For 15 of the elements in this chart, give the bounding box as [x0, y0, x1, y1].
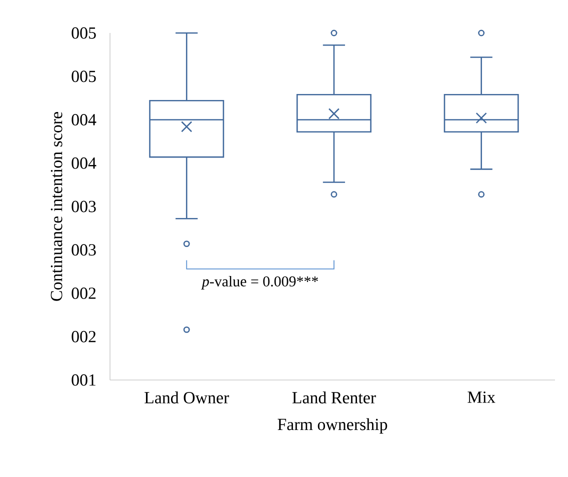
y-tick-label: 001 [72, 374, 96, 386]
y-tick-label: 003 [72, 244, 96, 256]
y-tick-label: 005 [72, 70, 96, 82]
y-tick-label: 004 [72, 157, 96, 169]
y-tick-label: 003 [72, 200, 96, 212]
y-tick-label: 002 [72, 330, 96, 342]
x-tick-label: Land Owner [144, 392, 230, 404]
x-tick-label: Mix [468, 392, 496, 403]
y-tick-label: 005 [72, 27, 96, 39]
x-tick-label: Land Renter [292, 392, 376, 404]
y-tick-label: 004 [72, 114, 96, 126]
x-axis-title: Farm ownership [278, 418, 388, 434]
annotation: p-value = 0.009*** [201, 276, 318, 290]
y-axis-title: Continuance intention score [50, 112, 62, 301]
y-tick-label: 002 [72, 288, 96, 299]
